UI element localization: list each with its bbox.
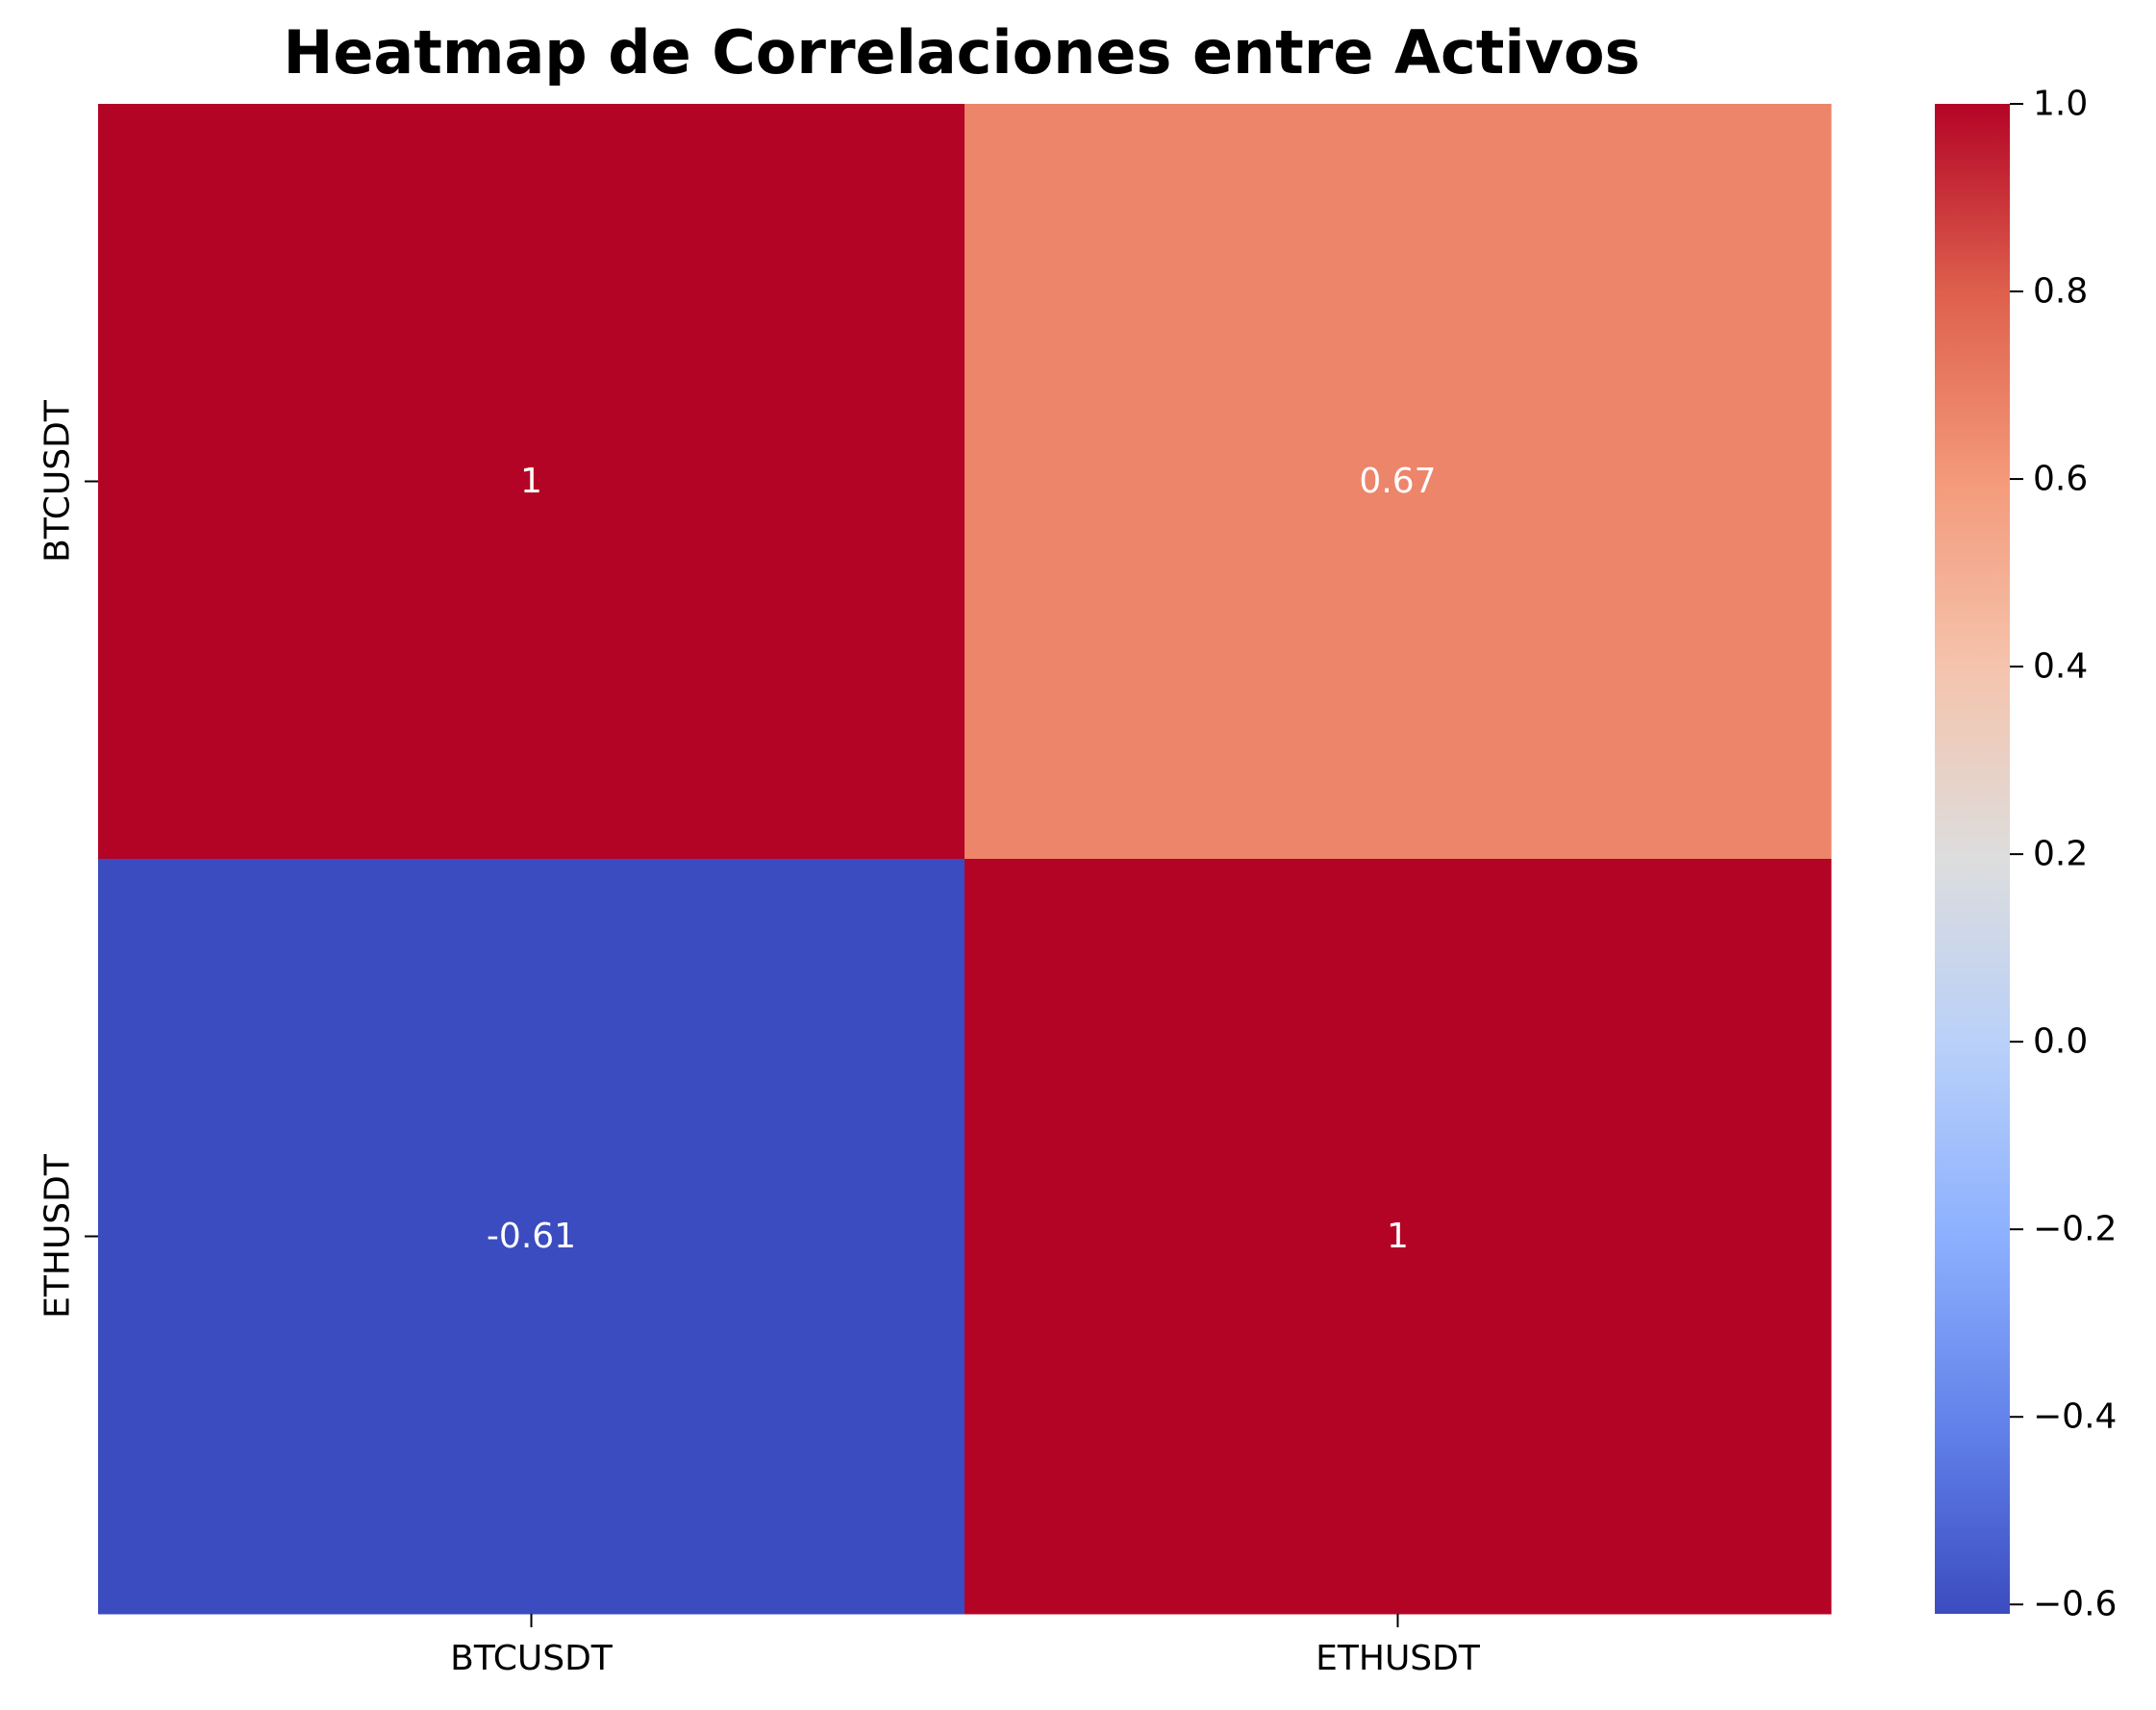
colorbar-gradient — [1935, 104, 2010, 1614]
colorbar-tick-label: 1.0 — [2033, 85, 2088, 124]
heatmap-cell — [98, 104, 965, 860]
colorbar: −0.6 −0.4 −0.2 0.0 0.2 0.4 0.6 0.8 1.0 — [1935, 85, 2117, 1624]
colorbar-tick-label: 0.8 — [2033, 272, 2088, 312]
cell-annotation: 0.67 — [1359, 462, 1436, 501]
cell-annotation: 1 — [520, 462, 542, 501]
heatmap-cell — [965, 859, 1832, 1615]
colorbar-tick-label: 0.4 — [2033, 647, 2088, 687]
cell-annotation: 1 — [1387, 1217, 1409, 1256]
y-tick-label: BTCUSDT — [38, 399, 78, 563]
colorbar-tick-label: −0.4 — [2033, 1397, 2117, 1437]
colorbar-tick-label: 0.0 — [2033, 1022, 2088, 1062]
cell-annotation: -0.61 — [487, 1217, 576, 1256]
y-tick-label: ETHUSDT — [38, 1153, 78, 1319]
heatmap-cell — [965, 104, 1832, 860]
heatmap-cell — [98, 859, 965, 1615]
colorbar-tick-label: −0.2 — [2033, 1210, 2117, 1249]
colorbar-tick-label: −0.6 — [2033, 1585, 2117, 1624]
x-tick-label: BTCUSDT — [450, 1639, 614, 1678]
y-axis: BTCUSDT ETHUSDT — [38, 399, 98, 1319]
heatmap-annotations: 1 0.67 -0.61 1 — [487, 462, 1437, 1256]
colorbar-tick-label: 0.6 — [2033, 460, 2088, 499]
heatmap-cells — [98, 104, 1832, 1615]
x-tick-label: ETHUSDT — [1316, 1639, 1481, 1678]
chart-title: Heatmap de Correlaciones entre Activos — [283, 17, 1640, 88]
colorbar-tick-label: 0.2 — [2033, 835, 2088, 874]
x-axis: BTCUSDT ETHUSDT — [450, 1614, 1481, 1678]
